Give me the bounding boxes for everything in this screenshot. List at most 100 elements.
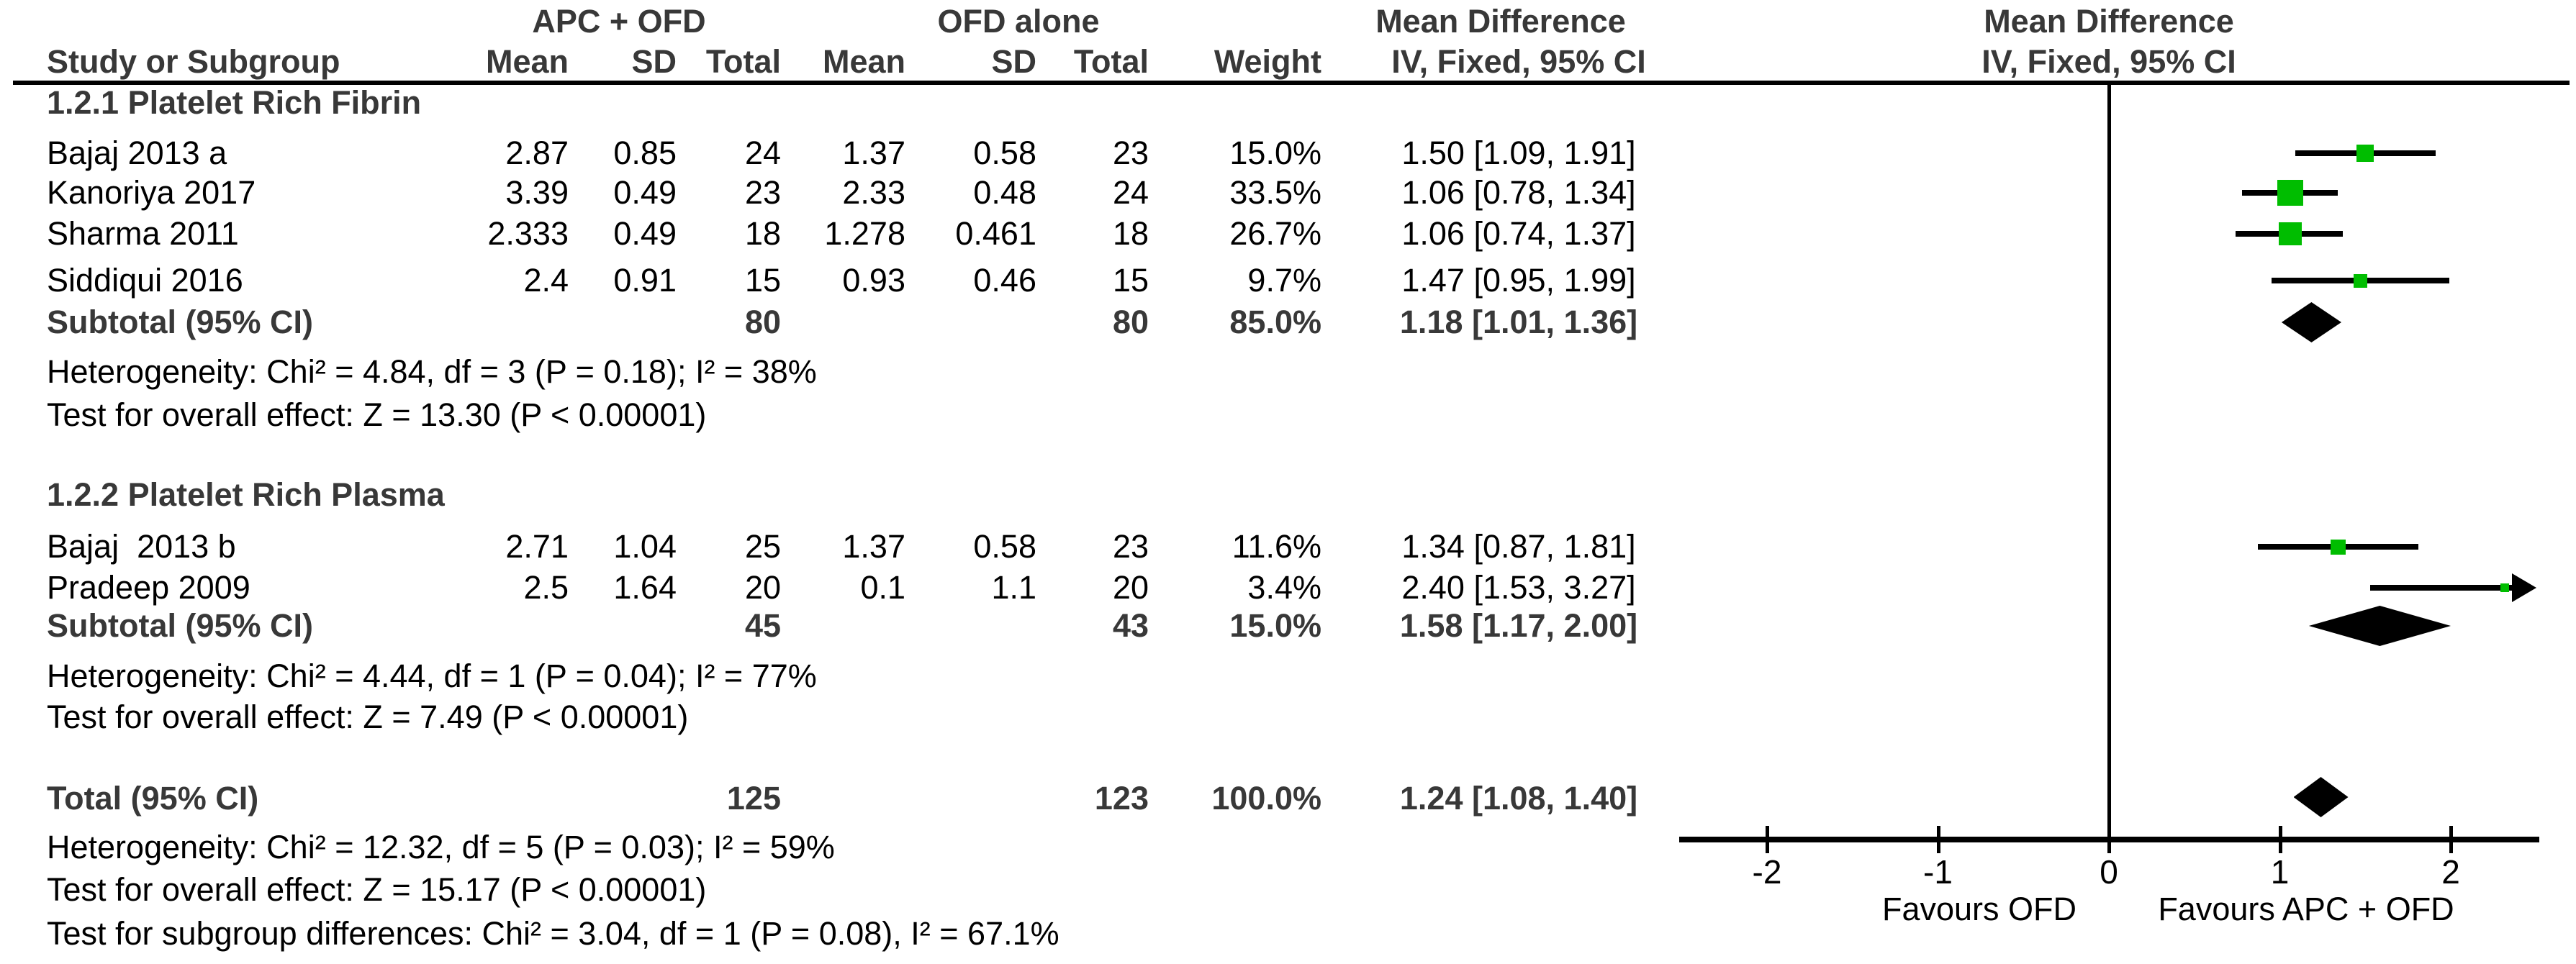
axis-tick-label: 2	[2441, 853, 2460, 891]
weight-cell: 26.7%	[1229, 215, 1321, 252]
subgroup-label: 1.2.2 Platelet Rich Plasma	[47, 476, 445, 513]
mean-apc-cell: 3.39	[505, 174, 569, 211]
total-apc-cell: 23	[744, 174, 781, 211]
mean-apc-cell: 2.5	[523, 569, 569, 606]
heterogeneity-note: Heterogeneity: Chi² = 4.44, df = 1 (P = …	[47, 658, 817, 694]
total-apc-cell: 20	[744, 569, 781, 606]
total-ci-text: 1.24 [1.08, 1.40]	[1399, 780, 1638, 817]
total-ofd-cell: 20	[1112, 569, 1149, 606]
pooled-effect-diamond	[2293, 777, 2349, 817]
weight-cell: 11.6%	[1231, 528, 1321, 565]
column-header-study: Study or Subgroup	[47, 43, 340, 80]
total-weight: 100.0%	[1211, 780, 1321, 817]
footer-note: Test for subgroup differences: Chi² = 3.…	[47, 915, 1059, 952]
sd-apc-cell: 0.91	[613, 262, 677, 299]
mean-ofd-cell: 0.1	[860, 569, 905, 606]
sd-ofd-cell: 0.58	[973, 135, 1036, 171]
effect-estimate-square	[2330, 539, 2346, 555]
md-ci-text: 1.47 [0.95, 1.99]	[1401, 262, 1636, 299]
total-ofd-n: 123	[1094, 780, 1149, 817]
effect-estimate-square	[2278, 222, 2302, 245]
mean-ofd-cell: 2.33	[842, 174, 905, 211]
heterogeneity-note: Heterogeneity: Chi² = 4.84, df = 3 (P = …	[47, 353, 817, 390]
zero-effect-line	[2107, 84, 2111, 840]
md-ci-text: 2.40 [1.53, 3.27]	[1401, 569, 1636, 606]
subtotal-weight: 85.0%	[1229, 304, 1321, 340]
study-name: Kanoriya 2017	[47, 174, 256, 211]
sd-apc-cell: 0.85	[613, 135, 677, 171]
total-apc-cell: 15	[744, 262, 781, 299]
footer-note: Heterogeneity: Chi² = 12.32, df = 5 (P =…	[47, 829, 835, 865]
mean-ofd-cell: 1.37	[842, 528, 905, 565]
sd-ofd-cell: 0.461	[955, 215, 1036, 252]
subtotal-ci-text: 1.58 [1.17, 2.00]	[1399, 607, 1638, 644]
sd-apc-cell: 1.64	[613, 569, 677, 606]
weight-cell: 15.0%	[1229, 135, 1321, 171]
weight-cell: 3.4%	[1247, 569, 1321, 606]
total-apc-cell: 24	[744, 135, 781, 171]
mean-ofd-cell: 0.93	[842, 262, 905, 299]
effect-estimate-square	[2356, 145, 2374, 162]
axis-tick-label: 1	[2270, 853, 2290, 891]
axis-tick-label: -1	[1923, 853, 1953, 891]
total-apc-cell: 25	[744, 528, 781, 565]
md-ci-text: 1.06 [0.78, 1.34]	[1401, 174, 1636, 211]
sd-ofd-cell: 0.46	[973, 262, 1036, 299]
axis-tick	[2449, 826, 2453, 853]
effect-estimate-square	[2277, 180, 2303, 206]
sd-apc-cell: 0.49	[613, 174, 677, 211]
header-underline	[13, 81, 2570, 85]
column-header-sd-apc: SD	[631, 43, 677, 80]
subgroup-label: 1.2.1 Platelet Rich Fibrin	[47, 84, 422, 121]
study-name: Pradeep 2009	[47, 569, 250, 606]
pooled-effect-diamond	[2281, 302, 2341, 342]
sd-apc-cell: 0.49	[613, 215, 677, 252]
column-group-header-ofd-alone: OFD alone	[937, 3, 1100, 40]
column-header-mean-ofd: Mean	[822, 43, 905, 80]
overall-effect-note: Test for overall effect: Z = 7.49 (P < 0…	[47, 699, 689, 735]
study-name: Sharma 2011	[47, 215, 239, 252]
favours-right-label: Favours APC + OFD	[2158, 891, 2454, 927]
md-ci-text: 1.34 [0.87, 1.81]	[1401, 528, 1636, 565]
total-ofd-cell: 24	[1112, 174, 1149, 211]
axis-tick-label: 0	[2100, 853, 2118, 891]
subtotal-ci-text: 1.18 [1.01, 1.36]	[1399, 304, 1638, 340]
effect-estimate-square	[2500, 583, 2509, 592]
weight-cell: 9.7%	[1247, 262, 1321, 299]
axis-tick	[1936, 826, 1940, 853]
confidence-interval-line	[2370, 585, 2512, 591]
axis-tick	[1766, 826, 1769, 853]
sd-ofd-cell: 0.48	[973, 174, 1036, 211]
study-name: Siddiqui 2016	[47, 262, 243, 299]
study-name: Bajaj 2013 a	[47, 135, 227, 171]
footer-note: Test for overall effect: Z = 15.17 (P < …	[47, 871, 707, 908]
subtotal-total-apc: 45	[744, 607, 781, 644]
column-header-weight: Weight	[1214, 43, 1321, 80]
column-header-mean-difference-plot: Mean Difference	[1984, 3, 2234, 40]
overall-effect-note: Test for overall effect: Z = 13.30 (P < …	[47, 396, 707, 433]
sd-ofd-cell: 1.1	[991, 569, 1036, 606]
mean-apc-cell: 2.71	[505, 528, 569, 565]
total-apc-n: 125	[726, 780, 781, 817]
mean-ofd-cell: 1.278	[824, 215, 905, 252]
column-header-total-ofd: Total	[1073, 43, 1149, 80]
md-ci-text: 1.06 [0.74, 1.37]	[1401, 215, 1636, 252]
effect-estimate-square	[2353, 273, 2367, 288]
md-ci-text: 1.50 [1.09, 1.91]	[1401, 135, 1636, 171]
mean-apc-cell: 2.87	[505, 135, 569, 171]
sd-ofd-cell: 0.58	[973, 528, 1036, 565]
ci-arrow-right-icon	[2512, 573, 2536, 602]
mean-apc-cell: 2.333	[487, 215, 569, 252]
column-header-mean-difference-values: Mean Difference	[1375, 3, 1626, 40]
column-header-total-apc: Total	[705, 43, 781, 80]
subtotal-weight: 15.0%	[1229, 607, 1321, 644]
column-header-ci-plot: IV, Fixed, 95% CI	[1981, 43, 2236, 80]
subtotal-label: Subtotal (95% CI)	[47, 607, 314, 644]
axis-tick-label: -2	[1752, 853, 1782, 891]
weight-cell: 33.5%	[1229, 174, 1321, 211]
column-header-mean-apc: Mean	[485, 43, 569, 80]
mean-apc-cell: 2.4	[523, 262, 569, 299]
subtotal-total-apc: 80	[744, 304, 781, 340]
column-group-header-apc-ofd: APC + OFD	[532, 3, 706, 40]
